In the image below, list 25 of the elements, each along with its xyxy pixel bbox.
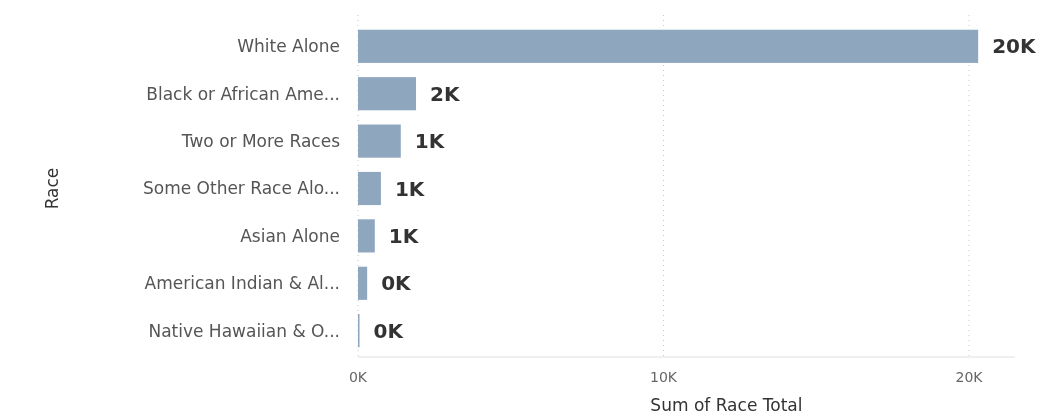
data-label: 20K [992, 34, 1037, 59]
x-axis-title: Sum of Race Total [650, 395, 803, 415]
data-label: 0K [381, 271, 413, 296]
y-axis-title: Race [42, 167, 62, 210]
y-tick-label: American Indian & Al... [144, 273, 340, 294]
bar [358, 29, 979, 63]
bar [358, 219, 375, 253]
data-label: 1K [394, 176, 426, 201]
x-tick-label: 20K [955, 369, 984, 385]
x-tick-label: 10K [650, 369, 678, 385]
data-label: 0K [373, 318, 405, 343]
y-tick-label: White Alone [237, 36, 340, 57]
y-tick-label: Asian Alone [240, 225, 340, 246]
x-tick-label: 0K [348, 369, 368, 385]
y-tick-label: Some Other Race Alo... [142, 178, 340, 199]
data-label: 1K [414, 129, 446, 154]
data-label: 2K [430, 81, 461, 106]
bar [358, 77, 417, 111]
bar [358, 124, 401, 158]
y-tick-label: Native Hawaiian & O... [148, 320, 340, 341]
y-tick-label: Black or African Ame... [146, 83, 340, 104]
data-label: 1K [388, 223, 420, 248]
bar [358, 171, 381, 206]
y-tick-label: Two or More Races [180, 131, 341, 152]
bar [358, 266, 368, 300]
